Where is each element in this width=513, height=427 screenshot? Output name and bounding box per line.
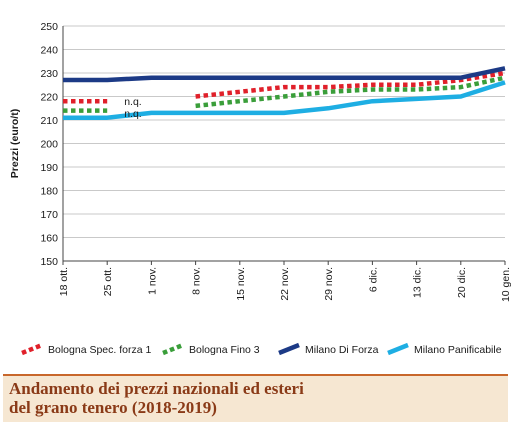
y-tick-label: 240 — [40, 45, 58, 57]
y-tick-label: 230 — [40, 68, 58, 80]
axes: 150 160 170 180 190 200 210 220 230 240 250 Prezzi … — [9, 21, 512, 302]
legend-swatch — [21, 342, 43, 356]
x-tick-label: 20 dic. — [456, 267, 468, 298]
y-tick-label: 200 — [40, 139, 58, 151]
y-tick-label: 190 — [40, 162, 58, 174]
y-axis-title: Prezzi (euro/t) — [9, 109, 21, 178]
gridlines — [63, 25, 505, 262]
series-layer — [63, 66, 506, 120]
annotations: n.q.n.q. — [124, 96, 142, 120]
chart-caption: Andamento dei prezzi nazionali ed esteri… — [3, 374, 508, 422]
x-tick-label: 13 dic. — [412, 267, 424, 298]
series-line — [195, 75, 506, 109]
x-tick-label: 29 nov. — [323, 267, 335, 301]
series-milano-panificabile — [63, 80, 506, 120]
y-tick-label: 170 — [40, 209, 58, 221]
y-tick-label: 210 — [40, 115, 58, 127]
annotation-nq: n.q. — [124, 108, 142, 120]
y-tick-label: 150 — [40, 256, 58, 268]
y-tick-label: 180 — [40, 186, 58, 198]
series-milano-di-forza — [63, 66, 506, 83]
x-tick-label: 15 nov. — [235, 267, 247, 301]
x-tick-label: 25 ott. — [102, 267, 114, 296]
legend-swatch — [162, 342, 184, 356]
legend-swatch — [278, 342, 300, 356]
annotation-nq: n.q. — [124, 96, 142, 108]
caption-line-1: Andamento dei prezzi nazionali ed esteri — [9, 379, 304, 398]
x-tick-label: 22 nov. — [279, 267, 291, 301]
series-bologna-spec-forza-1 — [63, 70, 506, 104]
legend-label: Milano Panificabile — [414, 344, 502, 356]
legend-label: Bologna Fino 3 — [189, 344, 260, 356]
x-tick-label: 10 gen. — [500, 267, 512, 302]
legend-label: Milano Di Forza — [305, 344, 379, 356]
legend-swatch — [387, 342, 409, 356]
legend-label: Bologna Spec. forza 1 — [48, 344, 151, 356]
x-tick-label: 6 dic. — [367, 267, 379, 292]
chart-canvas: 150 160 170 180 190 200 210 220 230 240 250 Prezzi … — [9, 21, 512, 356]
y-tick-label: 220 — [40, 92, 58, 104]
legend: Bologna Spec. forza 1 Bologna Fino 3 Milan… — [21, 342, 502, 356]
series-bologna-fino-3 — [63, 75, 506, 113]
y-tick-label: 160 — [40, 233, 58, 245]
y-tick-label: 250 — [40, 21, 58, 33]
series-line — [195, 70, 506, 99]
x-tick-label: 8 nov. — [191, 267, 203, 295]
series-line — [63, 66, 506, 83]
x-tick-label: 18 ott. — [58, 267, 70, 296]
x-tick-label: 1 nov. — [146, 267, 158, 295]
caption-line-2: del grano tenero (2018-2019) — [9, 398, 217, 417]
series-line — [63, 80, 506, 120]
